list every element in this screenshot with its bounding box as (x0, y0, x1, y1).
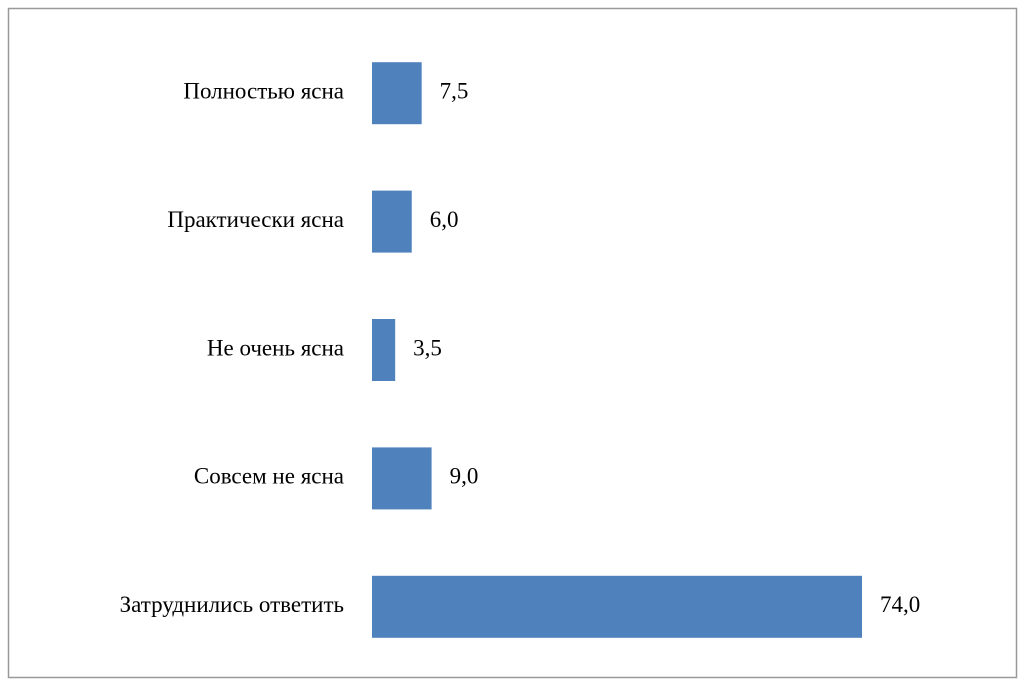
bar (372, 319, 396, 381)
bar (372, 447, 432, 510)
value-label: 74,0 (880, 592, 920, 617)
category-label: Практически ясна (167, 207, 344, 232)
bar (372, 190, 412, 253)
bar (372, 62, 422, 125)
category-label: Затруднились ответить (120, 592, 344, 617)
value-label: 3,5 (413, 335, 442, 360)
category-label: Не очень ясна (207, 335, 344, 360)
category-label: Совсем не ясна (194, 464, 344, 489)
value-label: 9,0 (450, 464, 479, 489)
chart-frame (7, 7, 1018, 679)
category-label: Полностью ясна (183, 78, 344, 103)
value-label: 7,5 (440, 78, 469, 103)
value-label: 6,0 (430, 207, 459, 232)
bar (372, 575, 862, 638)
